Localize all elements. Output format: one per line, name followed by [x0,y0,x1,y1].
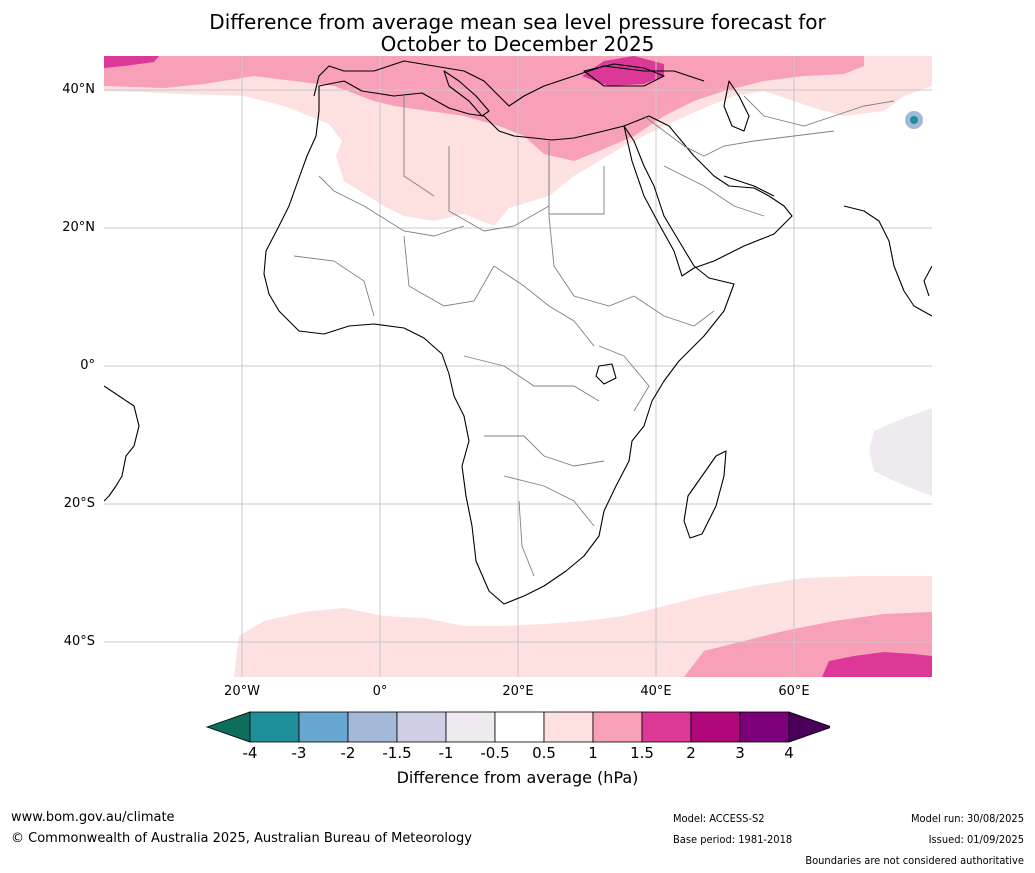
coastline-africa [263,80,735,605]
coastline-india [843,205,932,317]
border-horn [633,295,715,327]
lon-label-40e: 40°E [640,684,672,699]
colorbar-extend-high [788,711,830,743]
footer-boundaries: Boundaries are not considered authoritat… [805,854,1024,867]
border-south-1 [484,435,605,467]
colorbar-swatch [249,711,300,743]
lat-label-0: 0° [80,358,95,373]
graticule [104,56,932,677]
anomaly-spot-negative-core [910,116,918,124]
border-west [293,255,375,317]
colorbar-swatch [298,711,349,743]
colorbar-tick-label: 0.5 [532,744,556,762]
colorbar-extend-low [205,711,251,743]
coastline-europe [313,60,705,107]
colorbar-swatches [205,711,830,743]
footer-copyright: © Commonwealth of Australia 2025, Austra… [11,831,472,846]
border-central-1 [403,235,495,307]
footer-website: www.bom.gov.au/climate [11,810,175,825]
colorbar-swatch [641,711,692,743]
footer-model-run: Model run: 30/08/2025 [911,812,1024,825]
coastline-arabia [623,115,793,277]
colorbar-swatch [543,711,594,743]
lon-label-60e: 60°E [778,684,810,699]
coastline-caspian [723,80,750,132]
colorbar-swatch [739,711,790,743]
map-title: Difference from average mean sea level p… [0,11,1035,55]
lat-label-20n: 20°N [62,220,95,235]
colorbar-swatch [396,711,447,743]
footer-issued: Issued: 01/09/2025 [928,833,1024,846]
colorbar-tick-label: 1.5 [630,744,654,762]
coastline-madagascar [683,450,727,539]
anomaly-region-negative [869,408,932,496]
lon-label-20e: 20°E [502,684,534,699]
colorbar-tick-label: 1 [588,744,598,762]
border-sudan [548,215,635,307]
border-arabia [663,165,765,217]
colorbar-tick-label: 4 [784,744,794,762]
lat-label-40s: 40°S [63,634,95,649]
border-east [598,345,650,412]
country-borders [293,95,895,577]
border-middle-east [643,115,835,157]
footer-base-period: Base period: 1981-2018 [673,833,793,846]
colorbar-swatch [592,711,643,743]
lat-label-40n: 40°N [62,82,95,97]
colorbar-tick-label: -1.5 [382,744,412,762]
border-sahara-2 [403,96,435,197]
colorbar [205,711,830,743]
colorbar-swatch [690,711,741,743]
border-iran [743,95,895,127]
border-sahara-3 [448,146,550,232]
coastline-india-east [923,265,932,297]
coastline-black-sea [583,63,665,87]
colorbar-tick-label: 3 [735,744,745,762]
colorbar-tick-label: -0.5 [480,744,510,762]
colorbar-tick-label: -2 [340,744,356,762]
lon-label-20w: 20°W [224,684,260,699]
title-line-1: Difference from average mean sea level p… [209,10,826,34]
title-line-2: October to December 2025 [380,32,655,56]
anomaly-region-north-pink [104,56,864,161]
lat-label-20s: 20°S [63,496,95,511]
footer-model: Model: ACCESS-S2 [673,812,765,825]
colorbar-tick-label: -1 [438,744,454,762]
anomaly-region-north-magenta-2 [582,56,664,86]
coastlines [104,60,932,605]
coastline-gulf [723,175,775,197]
border-sahara-1 [318,175,465,237]
colorbar-swatch [445,711,496,743]
border-south-3 [518,500,535,577]
anomaly-region-north-magenta [104,56,159,68]
colorbar-title: Difference from average (hPa) [396,768,639,787]
pressure-anomaly-map [104,56,932,677]
coastline-south-america [104,385,140,502]
border-south-2 [503,475,595,527]
border-congo [463,355,600,402]
colorbar-swatch [347,711,398,743]
coastline-lake-victoria [595,363,617,385]
lon-label-0: 0° [372,684,388,699]
colorbar-tick-label: 2 [686,744,696,762]
colorbar-swatch [494,711,545,743]
border-central-2 [493,265,595,347]
colorbar-tick-label: -4 [242,744,258,762]
anomaly-region-south-magenta [822,652,932,677]
coastline-italy [443,70,490,117]
colorbar-tick-label: -3 [291,744,307,762]
